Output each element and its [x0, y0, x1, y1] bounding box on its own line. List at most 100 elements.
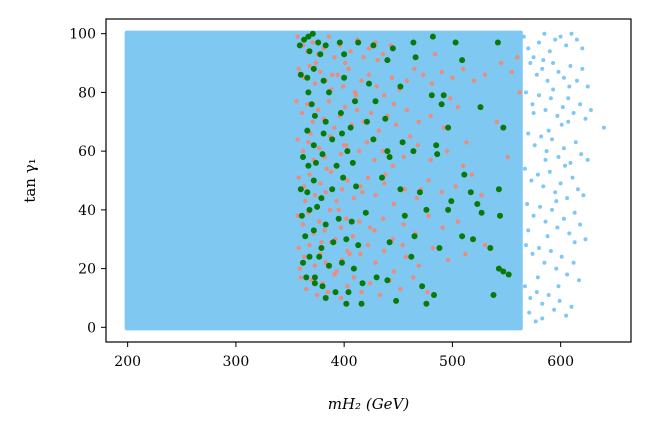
data-point [534, 290, 539, 295]
data-point [336, 207, 341, 213]
data-point [318, 181, 323, 186]
data-point [367, 225, 373, 230]
data-point [320, 77, 327, 84]
data-point [583, 116, 588, 121]
data-point [416, 189, 423, 196]
data-point [353, 93, 359, 98]
data-point [380, 52, 386, 57]
data-point [467, 189, 474, 196]
data-point [546, 128, 551, 133]
data-point [554, 266, 559, 271]
data-point [524, 243, 528, 248]
data-point [335, 215, 342, 222]
data-point [482, 242, 488, 248]
y-tick-label: 60 [78, 144, 96, 160]
data-point [295, 213, 300, 218]
x-tick-label: 400 [331, 354, 358, 370]
series-1 [521, 31, 606, 324]
data-point [547, 169, 552, 174]
data-point [429, 81, 434, 86]
data-point [526, 131, 531, 136]
data-point [324, 166, 329, 171]
data-point [440, 225, 445, 230]
data-point [565, 272, 570, 277]
data-point [423, 300, 430, 307]
data-point [311, 112, 318, 119]
data-point [564, 43, 569, 48]
data-point [307, 172, 312, 177]
data-point [391, 102, 397, 107]
data-point [355, 39, 362, 46]
data-point [358, 251, 363, 257]
data-point [326, 99, 332, 104]
data-point [421, 72, 426, 78]
data-point [349, 159, 356, 166]
data-point [397, 186, 404, 193]
data-point [389, 75, 394, 80]
data-point [351, 275, 357, 280]
data-point [566, 96, 571, 101]
data-point [350, 265, 357, 272]
x-axis: 200 300 400 500 600 [114, 342, 574, 370]
data-point [561, 216, 566, 221]
data-point [416, 263, 421, 268]
data-point [298, 275, 303, 280]
y-tick-label: 0 [87, 320, 96, 336]
data-point [369, 110, 374, 116]
x-axis-label: mH₂ (GeV) [328, 395, 410, 413]
data-point [455, 104, 460, 110]
data-point [294, 99, 299, 104]
data-point [445, 206, 452, 213]
data-point [531, 213, 536, 218]
data-point [305, 33, 312, 40]
data-point [588, 108, 593, 112]
data-point [359, 78, 364, 83]
data-point [325, 289, 331, 295]
data-point [403, 254, 408, 259]
data-point [553, 37, 558, 42]
data-point [310, 65, 317, 72]
data-point [354, 107, 360, 113]
data-point [530, 102, 535, 107]
data-point [495, 265, 502, 272]
data-point [412, 54, 419, 61]
data-point [357, 219, 362, 224]
data-point [344, 148, 351, 155]
data-point [574, 78, 579, 83]
data-point [339, 187, 345, 192]
data-point [411, 275, 416, 280]
data-point [412, 66, 417, 72]
data-point [305, 89, 312, 96]
data-point [558, 181, 563, 186]
data-point [440, 92, 447, 99]
data-point [401, 222, 406, 227]
data-point [311, 280, 318, 287]
data-point [551, 87, 556, 92]
data-point [479, 193, 484, 198]
data-point [334, 198, 339, 204]
data-point [543, 157, 548, 162]
y-axis-label: tan γ₁ [21, 158, 39, 202]
data-point [410, 39, 417, 46]
data-point [530, 251, 535, 256]
x-tick-label: 200 [114, 354, 141, 370]
data-point [557, 298, 562, 303]
data-point [541, 184, 546, 189]
data-point [345, 178, 350, 183]
data-point [296, 66, 301, 72]
data-point [539, 134, 544, 139]
data-point [568, 64, 573, 68]
data-point [495, 186, 502, 193]
data-point [566, 119, 571, 124]
data-point [376, 128, 381, 133]
data-point [296, 175, 301, 180]
data-point [434, 151, 441, 158]
data-point [360, 190, 365, 195]
y-tick-label: 40 [78, 203, 96, 219]
data-point [326, 34, 332, 39]
data-point [329, 186, 336, 193]
data-point [404, 107, 410, 113]
data-point [380, 148, 386, 154]
data-point [361, 55, 366, 60]
data-point [453, 184, 458, 189]
